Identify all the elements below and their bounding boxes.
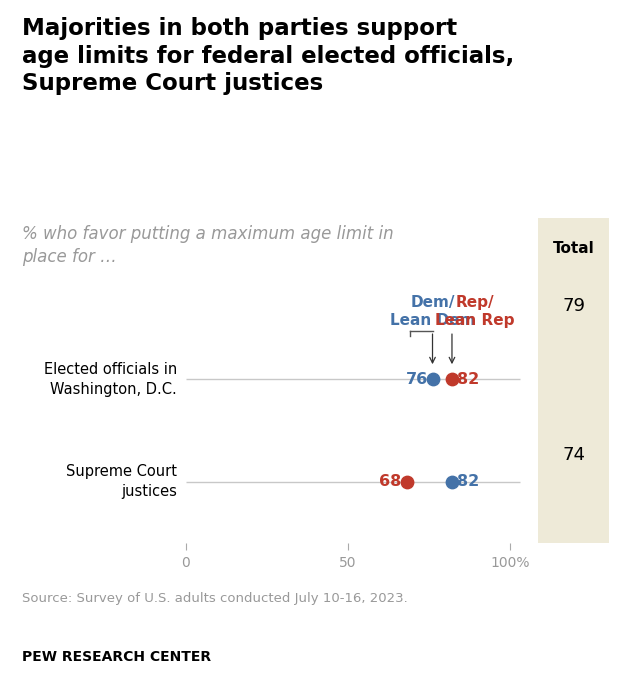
Text: Dem/
Lean Dem: Dem/ Lean Dem (390, 295, 475, 328)
Text: Rep/
Lean Rep: Rep/ Lean Rep (435, 295, 515, 328)
Point (447, 374, 457, 385)
Text: 68: 68 (379, 474, 402, 489)
Text: 82: 82 (457, 474, 479, 489)
Text: Supreme Court
justices: Supreme Court justices (66, 464, 177, 499)
Text: Majorities in both parties support
age limits for federal elected officials,
Sup: Majorities in both parties support age l… (22, 17, 514, 95)
Text: 76: 76 (405, 372, 428, 387)
Text: PEW RESEARCH CENTER: PEW RESEARCH CENTER (22, 650, 211, 664)
Text: Total: Total (553, 241, 595, 256)
Text: 79: 79 (562, 297, 585, 315)
Text: Source: Survey of U.S. adults conducted July 10-16, 2023.: Source: Survey of U.S. adults conducted … (22, 592, 407, 605)
Point (428, 374, 438, 385)
Point (402, 476, 412, 487)
Text: Elected officials in
Washington, D.C.: Elected officials in Washington, D.C. (44, 362, 177, 397)
Text: 82: 82 (457, 372, 479, 387)
Text: 74: 74 (562, 446, 585, 464)
Point (447, 476, 457, 487)
Text: % who favor putting a maximum age limit in
place for …: % who favor putting a maximum age limit … (22, 225, 393, 266)
